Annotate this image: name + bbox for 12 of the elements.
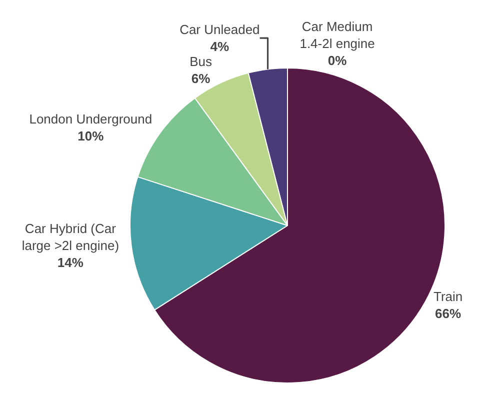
text: 0%	[328, 53, 347, 68]
slice-label: Bus	[190, 54, 212, 69]
slice-label: Train	[433, 289, 463, 304]
category-label: Car Medium 1.4-2l engine	[300, 19, 375, 52]
data-label: 10%	[78, 128, 104, 144]
data-label: 66%	[435, 306, 462, 322]
slice-label: London Underground	[29, 111, 152, 126]
slice-label: Car Unleaded	[180, 22, 260, 38]
data-label: 14%	[57, 255, 84, 270]
slice-label: Car Hybrid (Car large >2l engine)	[22, 221, 120, 254]
data-label: 6%	[191, 70, 211, 86]
data-label: 4%	[210, 38, 230, 54]
